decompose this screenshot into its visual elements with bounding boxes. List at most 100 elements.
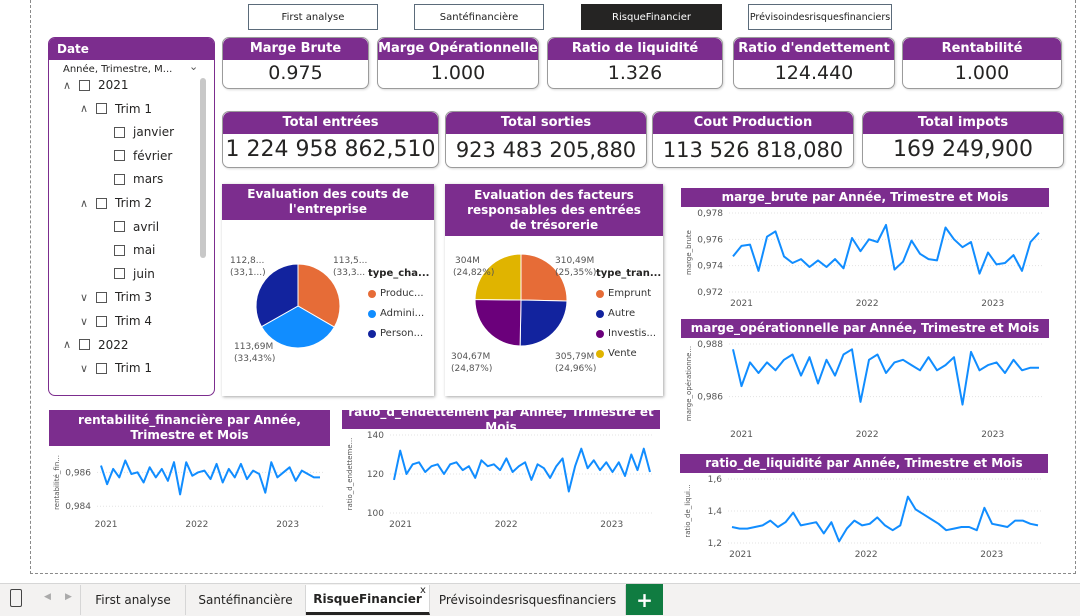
date-slicer[interactable]: Date Année, Trimestre, M... ⌄ ∧ 2021 ∧ Trim… [48, 37, 215, 396]
checkbox[interactable] [96, 291, 107, 303]
kpi-value: 169 249,900 [893, 137, 1033, 162]
slicer-item-label: février [133, 148, 173, 163]
slicer-item[interactable]: ∨ Trim 4 [80, 314, 152, 328]
nav-button-sante-financiere[interactable]: Santéfinancière [414, 4, 544, 30]
checkbox[interactable] [79, 339, 90, 351]
checkbox[interactable] [114, 126, 125, 138]
slicer-item[interactable]: ∧ 2022 [63, 338, 129, 352]
slicer-item[interactable]: février [114, 149, 172, 163]
collapse-icon[interactable]: ∧ [63, 338, 72, 352]
pie2-label: (24,96%) [555, 364, 597, 374]
legend-dot [368, 289, 376, 298]
x-tick-label: 2023 [276, 520, 299, 530]
pie-tresorerie-title: Evaluation des facteurs responsables des… [445, 184, 663, 236]
nav-button-prevision-risques[interactable]: Prévisoindesrisquesfinanciers [748, 4, 892, 30]
collapse-icon[interactable]: ∧ [80, 196, 89, 210]
nav-button-risque-financier[interactable]: RisqueFinancier [581, 4, 722, 30]
tab-close-icon[interactable]: x [420, 585, 426, 596]
slicer-item[interactable]: avril [114, 220, 159, 234]
kpi-rentabilite-financiere: Rentabilité financière 1.000 [902, 37, 1062, 89]
pie2-label: (24,87%) [451, 364, 493, 374]
slicer-item[interactable]: ∧ 2021 [63, 78, 129, 92]
collapse-icon[interactable]: ∧ [80, 102, 89, 116]
x-tick-label: 2022 [855, 550, 878, 560]
legend-label: Autre [608, 308, 636, 319]
pie-slice [255, 263, 299, 328]
expand-icon[interactable]: ∨ [80, 361, 89, 375]
slicer-item[interactable]: juin [114, 267, 155, 281]
kpi-value: 124.440 [774, 62, 854, 84]
pie-slice [519, 299, 568, 347]
tab-next-icon[interactable]: ▶ [65, 592, 72, 602]
slicer-scrollbar[interactable] [200, 78, 206, 258]
slicer-item[interactable]: ∨ Trim 3 [80, 290, 152, 304]
tab-risque-financier[interactable]: RisqueFinancier [306, 585, 430, 615]
checkbox[interactable] [96, 197, 107, 209]
pie1-legend-item[interactable]: Produc... [368, 288, 424, 299]
collapse-icon[interactable]: ∧ [63, 78, 72, 92]
report-canvas [30, 0, 1076, 574]
pie1-legend-item[interactable]: Person... [368, 328, 423, 339]
slicer-item-label: Trim 3 [115, 290, 152, 305]
slicer-item[interactable]: ∧ Trim 2 [80, 196, 152, 210]
pie-couts-chart [255, 263, 341, 349]
chart-ratio-liquidite: ratio_de_liqui... 1,6 1,4 1,2 2021 2022 2023 [684, 475, 1042, 560]
slicer-item-label: Trim 1 [115, 101, 152, 116]
tab-prevision-risques[interactable]: Prévisoindesrisquesfinanciers [430, 585, 626, 615]
tab-prev-icon[interactable]: ◀ [44, 592, 51, 602]
checkbox[interactable] [96, 315, 107, 327]
checkbox[interactable] [114, 244, 125, 256]
chart-marge-brute: marge_brute 0,978 0,976 0,974 0,972 2021 2022 2… [685, 209, 1043, 309]
checkbox[interactable] [114, 173, 125, 185]
checkbox[interactable] [114, 221, 125, 233]
kpi-value: 1.000 [954, 62, 1010, 84]
kpi-value: 113 526 818,080 [662, 138, 844, 162]
x-tick-label: 2021 [730, 430, 753, 440]
pie1-label: (33,3... [333, 268, 366, 278]
kpi-title: Rentabilité financière [903, 38, 1061, 78]
add-page-button[interactable]: + [626, 584, 663, 615]
pie2-legend-item[interactable]: Autre [596, 308, 635, 319]
y-tick-label: 1,6 [708, 475, 723, 485]
tab-first-analyse[interactable]: First analyse [80, 585, 186, 615]
mobile-layout-icon[interactable] [10, 589, 22, 607]
kpi-value: 1.000 [430, 62, 486, 84]
kpi-total-sorties: Total sorties 923 483 205,880 [445, 111, 647, 168]
y-tick-label: 0,986 [697, 393, 723, 403]
kpi-title: Cout Production [653, 112, 853, 134]
kpi-marge-brute: Marge Brute 0.975 [222, 37, 369, 89]
y-tick-label: 0,972 [697, 288, 723, 298]
checkbox[interactable] [79, 79, 90, 91]
slicer-item[interactable]: mars [114, 172, 163, 186]
kpi-title: Total impots [863, 112, 1063, 134]
legend-label: Vente [608, 348, 637, 359]
checkbox[interactable] [114, 150, 125, 162]
nav-button-first-analyse[interactable]: First analyse [248, 4, 378, 30]
kpi-ratio-liquidite: Ratio de liquidité 1.326 [547, 37, 723, 89]
checkbox[interactable] [96, 103, 107, 115]
slicer-dropdown-icon[interactable]: ⌄ [189, 60, 199, 73]
y-tick-label: 0,978 [697, 209, 723, 219]
kpi-ratio-endettement: Ratio d'endettement 124.440 [733, 37, 895, 89]
series-line [100, 459, 320, 496]
slicer-item-label: mars [133, 172, 164, 187]
expand-icon[interactable]: ∨ [80, 290, 89, 304]
legend-label: Admini... [380, 308, 425, 319]
chart-marge-operationnelle: marge_opérationne... 0,988 0,986 2021 2022 20… [685, 340, 1043, 440]
slicer-item[interactable]: mai [114, 243, 155, 257]
slicer-item[interactable]: janvier [114, 125, 174, 139]
y-tick-label: 1,4 [708, 507, 723, 517]
expand-icon[interactable]: ∨ [80, 314, 89, 328]
pie2-legend-item[interactable]: Vente [596, 348, 637, 359]
pie2-legend-item[interactable]: Emprunt [596, 288, 651, 299]
checkbox[interactable] [96, 362, 107, 374]
pie2-legend-item[interactable]: Investis... [596, 328, 656, 339]
legend-dot [596, 289, 604, 298]
pie1-legend-item[interactable]: Admini... [368, 308, 424, 319]
series-line [732, 223, 1040, 275]
slicer-item[interactable]: ∧ Trim 1 [80, 102, 152, 116]
slicer-item[interactable]: ∨ Trim 1 [80, 361, 152, 375]
checkbox[interactable] [114, 268, 125, 280]
tab-sante-financiere[interactable]: Santéfinancière [186, 585, 306, 615]
pie-slice [474, 253, 522, 301]
